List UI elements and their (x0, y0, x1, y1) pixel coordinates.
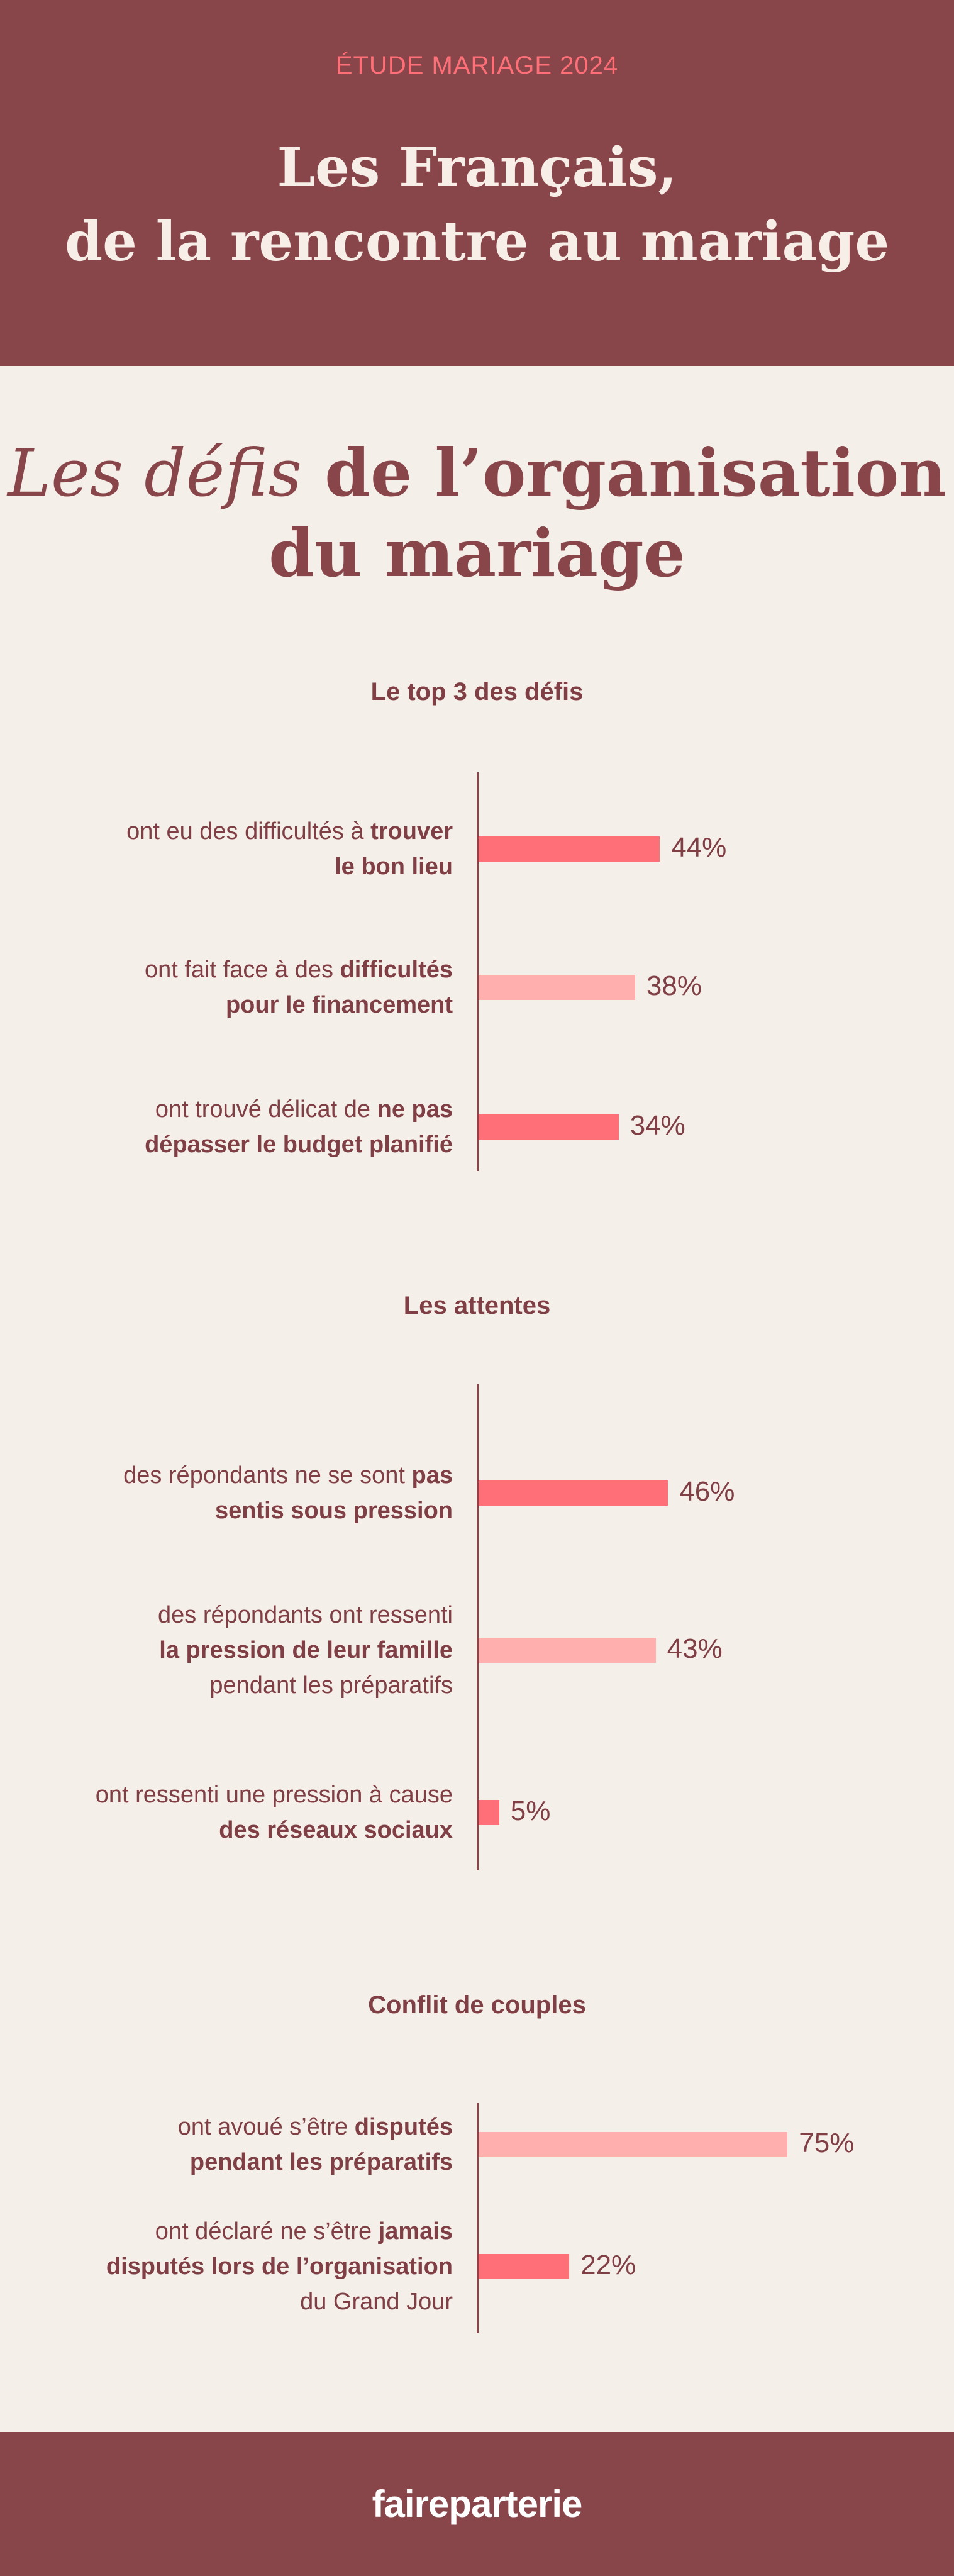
bar (479, 1480, 668, 1506)
section-title-line-2: du mariage (269, 514, 685, 592)
chart-axis (477, 772, 479, 1171)
bar-category-label: ont ressenti une pression à cause des rés… (95, 1782, 453, 1843)
bar-category-label: ont déclaré ne s’être jamais disputés lor… (106, 2218, 453, 2315)
header-banner: ÉTUDE MARIAGE 2024 Les Français, de la r… (0, 0, 954, 366)
bar (479, 2132, 788, 2157)
bar-category-label: ont avoué s’être disputés pendant les pré… (177, 2114, 453, 2175)
bar-category-label: ont eu des difficultés à trouver le bon l… (126, 818, 453, 880)
bar (479, 1638, 656, 1663)
bar-value-label: 44% (671, 832, 727, 863)
chart-title: Les attentes (403, 1292, 551, 1319)
chart-axis (477, 2103, 479, 2333)
study-label: ÉTUDE MARIAGE 2024 (335, 52, 619, 79)
bar-value-label: 75% (799, 2128, 855, 2158)
chart-title: Conflit de couples (368, 1991, 586, 2019)
section-title-italic: Les défis (8, 435, 302, 511)
main-title: Les Français, de la rencontre au mariage (0, 131, 954, 279)
bar-value-label: 43% (667, 1633, 723, 1664)
section-title-rest: de l’organisation (302, 434, 946, 511)
bar (479, 1114, 619, 1140)
bar-value-label: 38% (646, 970, 702, 1001)
chart-title: Le top 3 des défis (370, 678, 584, 706)
bar-category-label: ont fait face à des difficultés pour le f… (145, 957, 453, 1018)
footer-banner: faireparterie (0, 2432, 954, 2576)
bar (479, 2254, 570, 2279)
bar-category-label: ont trouvé délicat de ne pas dépasser le … (145, 1096, 453, 1158)
bar-category-label: des répondants ne se sont pas sentis sous… (123, 1462, 453, 1524)
bar (479, 1800, 499, 1825)
bar-value-label: 34% (630, 1110, 685, 1141)
bar-value-label: 22% (580, 2250, 636, 2280)
section-title: Les défis de l’organisation du mariage (0, 433, 954, 594)
bar-value-label: 5% (510, 1796, 551, 1826)
bar (479, 975, 635, 1000)
bar (479, 836, 660, 862)
chart-expectations: Les attentes des répondants ne se sont p… (0, 1284, 954, 1875)
chart-top-challenges: Le top 3 des défis ont eu des difficulté… (0, 670, 954, 1174)
chart-couple-conflict: Conflit de couples ont avoué s’être disp… (0, 1984, 954, 2336)
bar-value-label: 46% (679, 1476, 735, 1507)
bar-category-label: des répondants ont ressenti la pression d… (158, 1602, 453, 1699)
chart-axis (477, 1384, 479, 1870)
main-title-line-1: Les Français, (277, 136, 677, 199)
brand-logo: faireparterie (372, 2483, 583, 2525)
main-title-line-2: de la rencontre au mariage (64, 210, 890, 274)
